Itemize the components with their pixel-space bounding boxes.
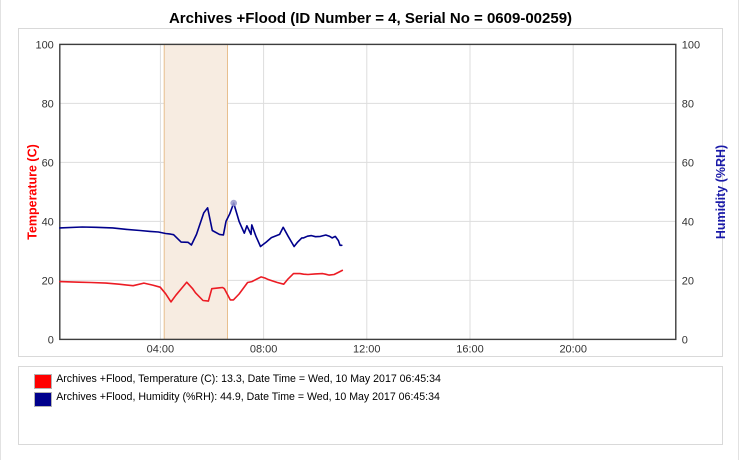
svg-text:40: 40 [682, 216, 694, 228]
svg-text:12:00: 12:00 [353, 343, 380, 355]
svg-text:04:00: 04:00 [147, 343, 175, 355]
svg-text:20: 20 [682, 275, 694, 287]
svg-text:60: 60 [42, 157, 54, 169]
svg-text:100: 100 [36, 39, 54, 51]
svg-text:60: 60 [682, 157, 694, 169]
svg-text:80: 80 [42, 98, 54, 110]
svg-text:20: 20 [42, 275, 54, 287]
svg-text:0: 0 [48, 334, 54, 346]
svg-text:80: 80 [682, 98, 694, 110]
svg-text:Humidity (%RH): Humidity (%RH) [714, 144, 728, 238]
svg-text:20:00: 20:00 [560, 343, 588, 355]
svg-text:Temperature (C): Temperature (C) [26, 144, 40, 240]
svg-text:08:00: 08:00 [250, 343, 277, 355]
svg-text:16:00: 16:00 [456, 343, 483, 355]
svg-text:40: 40 [42, 216, 54, 228]
svg-text:0: 0 [682, 334, 688, 346]
svg-text:100: 100 [682, 39, 700, 51]
